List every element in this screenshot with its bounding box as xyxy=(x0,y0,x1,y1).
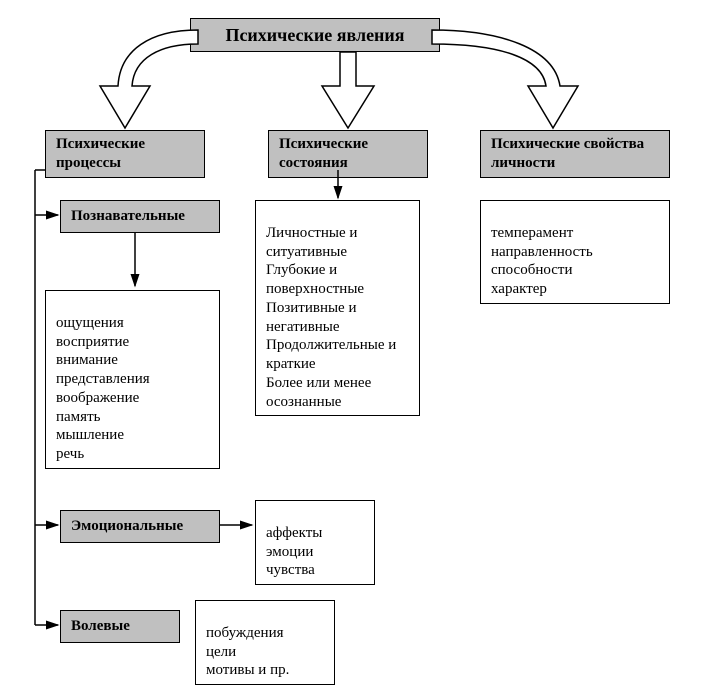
root-title-box: Психические явления xyxy=(190,18,440,52)
col1-sub1-items: ощущения восприятие внимание представлен… xyxy=(56,315,150,462)
big-arrow-middle xyxy=(322,52,374,128)
col1-sub2-items-box: аффекты эмоции чувства xyxy=(255,500,375,585)
col1-sub1-items-box: ощущения восприятие внимание представлен… xyxy=(45,290,220,469)
col1-sub3-items: побуждения цели мотивы и пр. xyxy=(206,625,289,679)
col1-sub1-title: Познавательные xyxy=(71,208,185,224)
big-arrow-right xyxy=(432,30,578,128)
col3-header: Психические свойства личности xyxy=(491,136,644,171)
col1-header: Психические процессы xyxy=(56,136,145,171)
col3-items: темперамент направленность способности х… xyxy=(491,225,593,297)
col2-header: Психические состояния xyxy=(279,136,368,171)
col1-sub2-title-box: Эмоциональные xyxy=(60,510,220,543)
col1-sub1-title-box: Познавательные xyxy=(60,200,220,233)
col2-items-box: Личностные и ситуативные Глубокие и пове… xyxy=(255,200,420,416)
col1-sub2-title: Эмоциональные xyxy=(71,518,183,534)
big-arrow-left xyxy=(100,30,198,128)
col2-header-box: Психические состояния xyxy=(268,130,428,178)
col3-header-box: Психические свойства личности xyxy=(480,130,670,178)
col1-header-box: Психические процессы xyxy=(45,130,205,178)
col1-sub2-items: аффекты эмоции чувства xyxy=(266,525,322,579)
col1-sub3-title-box: Волевые xyxy=(60,610,180,643)
diagram-stage: Психические явления Психические процессы… xyxy=(0,0,709,699)
root-title: Психические явления xyxy=(225,25,404,45)
col2-items: Личностные и ситуативные Глубокие и пове… xyxy=(266,225,396,410)
col1-sub3-title: Волевые xyxy=(71,618,130,634)
col1-sub3-items-box: побуждения цели мотивы и пр. xyxy=(195,600,335,685)
col3-items-box: темперамент направленность способности х… xyxy=(480,200,670,304)
